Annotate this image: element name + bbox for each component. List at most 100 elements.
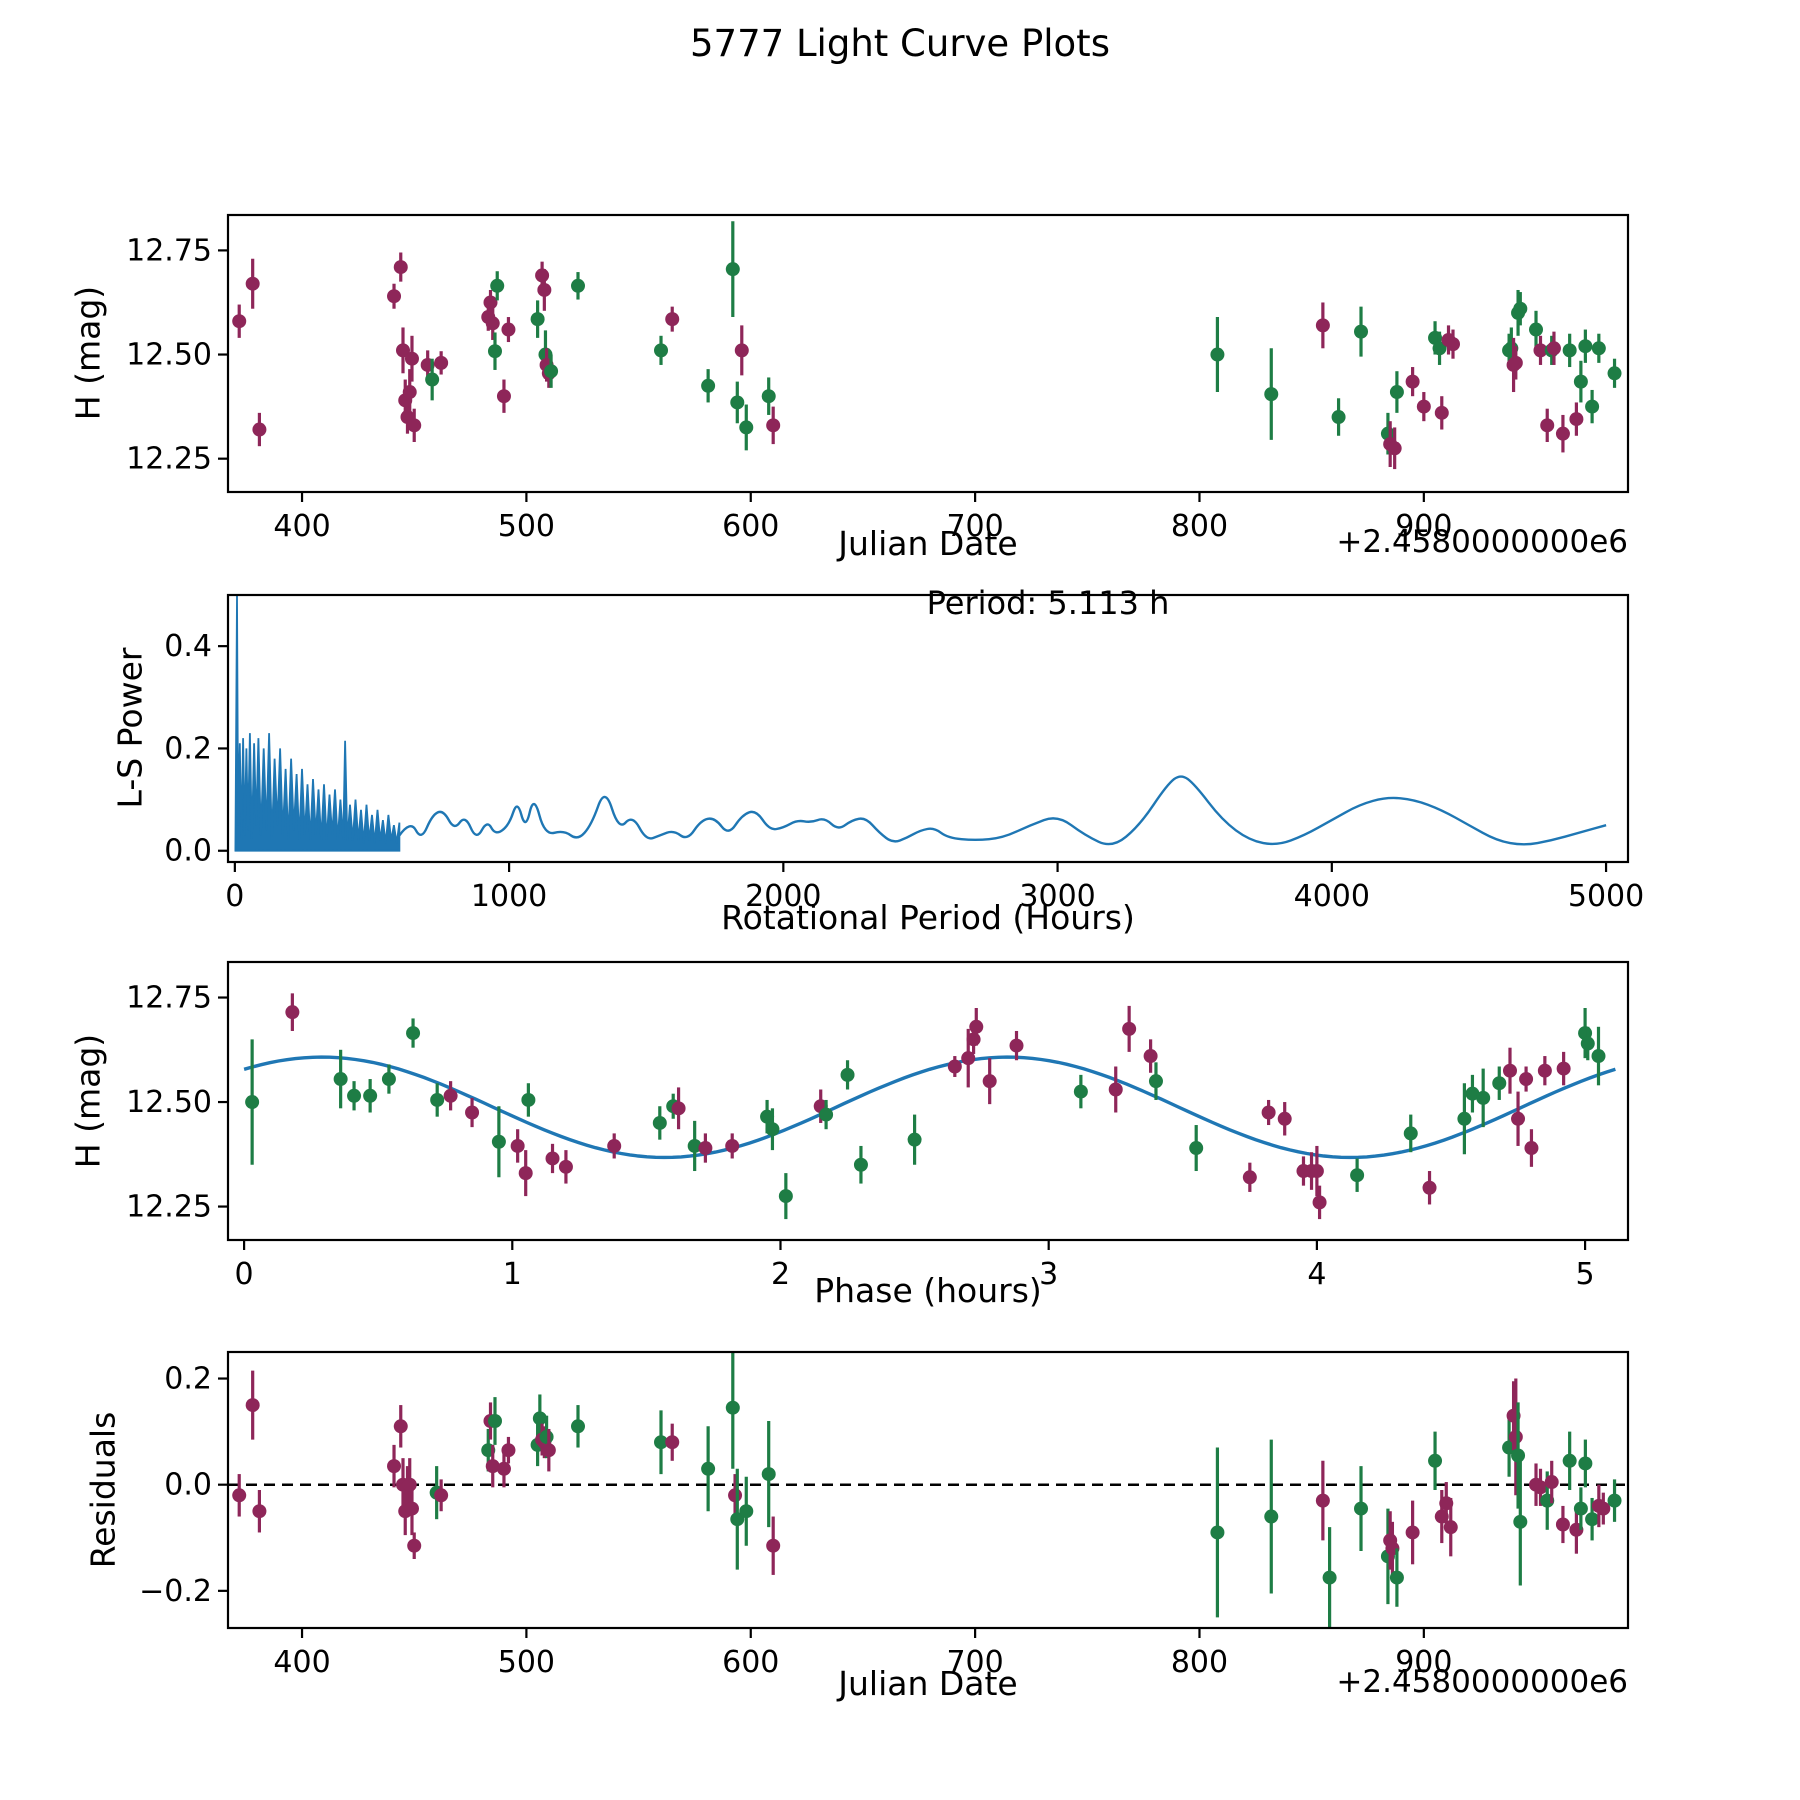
y-tick-label: 12.25 (126, 1190, 212, 1225)
data-point (1422, 1180, 1437, 1195)
data-point (245, 276, 260, 291)
x-tick-label: 800 (1171, 509, 1228, 544)
data-point (347, 1088, 362, 1103)
x-tick-label: 500 (498, 509, 555, 544)
data-point (1261, 1105, 1276, 1120)
data-point (1533, 1480, 1548, 1495)
data-point (1405, 374, 1420, 389)
data-point (1580, 1036, 1595, 1051)
x-tick-label: 3 (1039, 1257, 1058, 1292)
data-point (1264, 1509, 1279, 1524)
residuals-y-axis-label: Residuals (83, 1411, 123, 1569)
plot-area-light-curve (232, 221, 1622, 470)
data-point (1354, 1501, 1369, 1516)
data-point (760, 1109, 775, 1124)
data-point (765, 1122, 780, 1137)
x-tick-label: 0 (235, 1257, 254, 1292)
data-point (739, 420, 754, 435)
data-point (1607, 366, 1622, 381)
data-point (607, 1138, 622, 1153)
data-point (1540, 418, 1555, 433)
data-point (1573, 1501, 1588, 1516)
data-point (1210, 347, 1225, 362)
plot-area-periodogram (234, 595, 1607, 852)
data-point (1573, 374, 1588, 389)
data-point (725, 262, 740, 277)
axes-frame (226, 593, 1630, 864)
x-tick-label: 700 (946, 509, 1003, 544)
data-point (521, 1092, 536, 1107)
data-point (1537, 1063, 1552, 1078)
data-point (819, 1107, 834, 1122)
data-point (766, 418, 781, 433)
data-point (1596, 1501, 1611, 1516)
data-point (1387, 441, 1402, 456)
data-point (671, 1101, 686, 1116)
data-point (501, 1443, 516, 1458)
data-point (1533, 343, 1548, 358)
data-point (1529, 322, 1544, 337)
data-point (1350, 1168, 1365, 1183)
data-point (1264, 387, 1279, 402)
x-tick-label: 5 (1576, 1257, 1595, 1292)
data-point (496, 389, 511, 404)
data-point (1546, 341, 1561, 356)
data-point (485, 1459, 500, 1474)
x-tick-label: 600 (722, 1645, 779, 1680)
data-point (465, 1105, 480, 1120)
scatter-points-residuals (232, 1352, 1622, 1628)
data-point (252, 1504, 267, 1519)
data-point (443, 1088, 458, 1103)
data-point (725, 1400, 740, 1415)
periodogram-dense-region (234, 595, 401, 852)
data-point (1556, 1061, 1571, 1076)
y-tick-label: 12.50 (126, 338, 212, 373)
x-tick-label: 600 (722, 509, 779, 544)
data-point (1511, 1448, 1526, 1463)
data-point (1354, 324, 1369, 339)
data-point (1476, 1090, 1491, 1105)
data-point (1519, 1072, 1534, 1087)
data-point (1108, 1082, 1123, 1097)
data-point (778, 1189, 793, 1204)
data-point (245, 1095, 260, 1110)
x-tick-label: 400 (273, 509, 330, 544)
x-tick-label: 2000 (745, 879, 821, 914)
y-tick-label: 0.2 (164, 1362, 212, 1397)
data-point (518, 1166, 533, 1181)
data-point (490, 278, 505, 293)
data-point (698, 1141, 713, 1156)
data-point (1569, 412, 1584, 427)
plot-area-phase-curve (243, 993, 1616, 1220)
data-point (404, 1501, 419, 1516)
data-point (1578, 339, 1593, 354)
x-tick-label: 700 (946, 1645, 1003, 1680)
data-point (387, 289, 402, 304)
data-point (654, 343, 669, 358)
data-point (1585, 399, 1600, 414)
data-point (701, 1461, 716, 1476)
data-point (363, 1088, 378, 1103)
data-point (969, 1019, 984, 1034)
data-point (730, 1512, 745, 1527)
data-point (1242, 1170, 1257, 1185)
data-point (393, 260, 408, 275)
data-point (252, 422, 267, 437)
data-point (1511, 1111, 1526, 1126)
data-point (654, 1435, 669, 1450)
data-point (1513, 1514, 1528, 1529)
data-point (734, 343, 749, 358)
data-point (1585, 1512, 1600, 1527)
y-tick-label: 0.4 (164, 629, 212, 664)
subplot-phase-curve: 0 1 2 3 4 5 12.25 12.50 12.75 (126, 960, 1630, 1292)
data-point (652, 1115, 667, 1130)
lightcurve-x-axis-label: Julian Date (838, 524, 1018, 563)
axes-frame (226, 213, 1630, 494)
data-point (1513, 301, 1528, 316)
data-point (1607, 1493, 1622, 1508)
data-point (485, 316, 500, 331)
x-tick-label: 400 (273, 1645, 330, 1680)
x-tick-label: 5000 (1568, 879, 1644, 914)
